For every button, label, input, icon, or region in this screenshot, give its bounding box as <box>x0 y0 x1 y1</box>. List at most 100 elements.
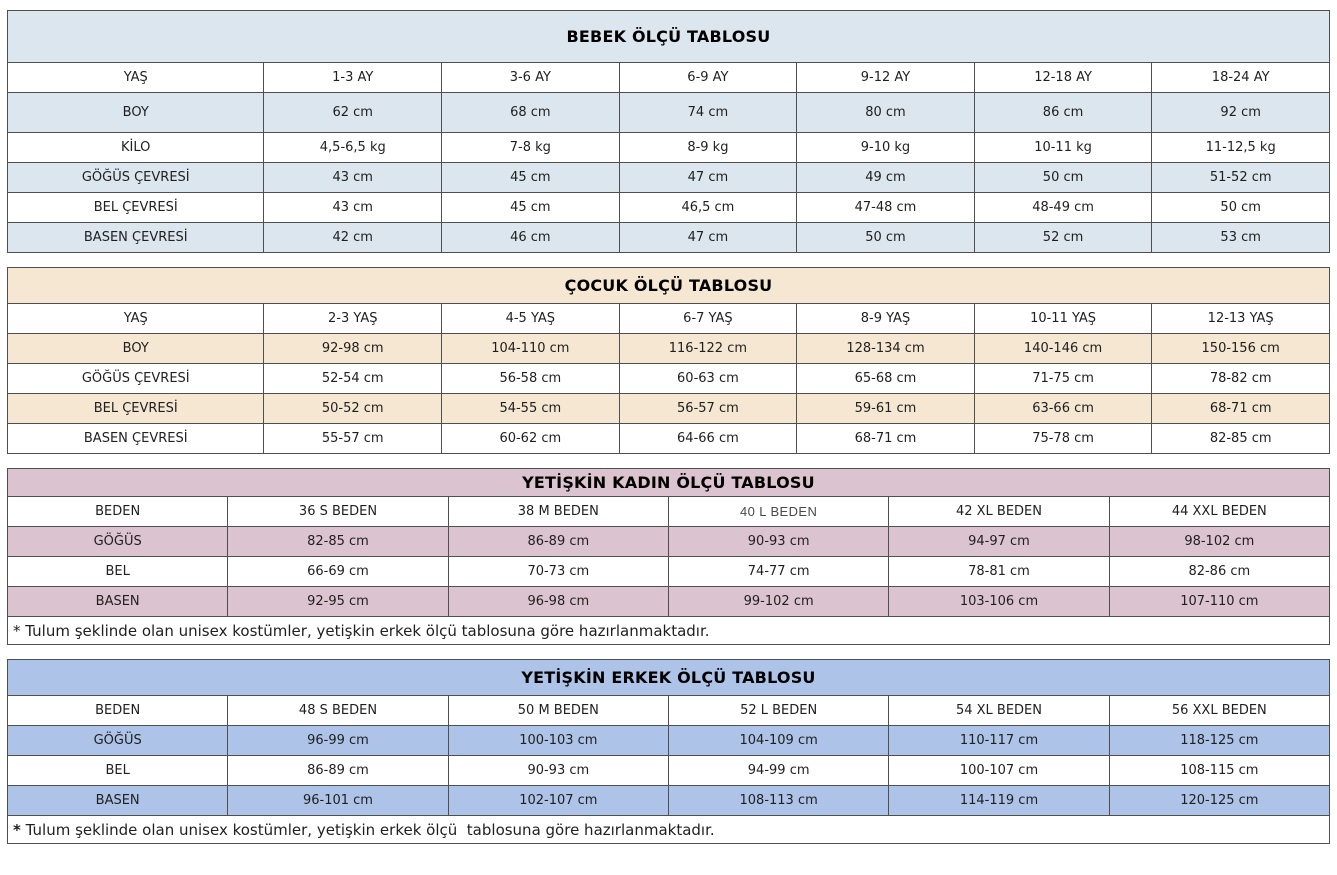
value-cell: 45 cm <box>441 162 620 193</box>
value-cell: 118-125 cm <box>1108 725 1331 756</box>
table-row: YAŞ 1-3 AY 3-6 AY 6-9 AY 9-12 AY 12-18 AY 18-2… <box>6 62 1330 93</box>
row-label-cell: BEL <box>6 755 229 786</box>
value-cell: 68-71 cm <box>1151 393 1330 424</box>
value-cell: 71-75 cm <box>973 363 1153 394</box>
row-label-cell: BOY <box>6 92 265 133</box>
value-cell: 104-110 cm <box>441 333 620 364</box>
value-cell: 108-113 cm <box>667 785 890 816</box>
value-cell: 110-117 cm <box>888 725 1110 756</box>
value-cell: 54 XL BEDEN <box>888 695 1110 726</box>
value-cell: 120-125 cm <box>1108 785 1331 816</box>
table-row: GÖĞÜS 82-85 cm 86-89 cm 90-93 cm 94-97 cm 98-… <box>6 526 1331 557</box>
value-cell: 108-115 cm <box>1108 755 1331 786</box>
row-label-cell: YAŞ <box>6 303 265 334</box>
value-cell: 116-122 cm <box>618 333 798 364</box>
row-label-cell: BASEN <box>6 785 229 816</box>
value-cell: 80 cm <box>796 92 975 133</box>
table-row: BASEN 92-95 cm 96-98 cm 99-102 cm 103-106 cm… <box>6 586 1331 617</box>
value-cell: 96-98 cm <box>447 586 669 617</box>
value-cell: 63-66 cm <box>973 393 1153 424</box>
value-cell: 50 cm <box>1151 192 1330 223</box>
value-cell: 90-93 cm <box>447 755 669 786</box>
value-cell: 62 cm <box>263 92 443 133</box>
footnote-text: Tulum şeklinde olan unisex kostümler, ye… <box>25 820 715 839</box>
footnote: * Tulum şeklinde olan unisex kostümler, … <box>7 815 1330 844</box>
table-title-row: ÇOCUK ÖLÇÜ TABLOSU <box>7 267 1330 304</box>
table-title: YETİŞKİN ERKEK ÖLÇÜ TABLOSU <box>7 659 1330 696</box>
footnote-marker: * <box>13 820 21 839</box>
value-cell: 92-95 cm <box>227 586 449 617</box>
value-cell: 60-63 cm <box>618 363 798 394</box>
value-cell: 47 cm <box>618 222 798 253</box>
value-cell: 50 cm <box>973 162 1153 193</box>
table-row: BOY 62 cm 68 cm 74 cm 80 cm 86 cm 92 cm <box>6 92 1330 133</box>
row-label-cell: BASEN ÇEVRESİ <box>6 423 265 454</box>
value-cell: 43 cm <box>263 162 443 193</box>
row-label-cell: BOY <box>6 333 265 364</box>
table-row: YAŞ 2-3 YAŞ 4-5 YAŞ 6-7 YAŞ 8-9 YAŞ 10-11 YAŞ… <box>6 303 1330 334</box>
value-cell: 2-3 YAŞ <box>263 303 443 334</box>
row-label-cell: BASEN ÇEVRESİ <box>6 222 265 253</box>
value-cell: 86-89 cm <box>227 755 449 786</box>
table-row: BEDEN 36 S BEDEN 38 M BEDEN 40 L BEDEN 42 XL… <box>6 496 1331 527</box>
value-cell: 38 M BEDEN <box>447 496 669 527</box>
value-cell: 56-57 cm <box>618 393 798 424</box>
value-cell: 107-110 cm <box>1108 586 1331 617</box>
row-label-cell: GÖĞÜS <box>6 725 229 756</box>
table-row: BEL 86-89 cm 90-93 cm 94-99 cm 100-107 cm 108… <box>6 755 1331 786</box>
bebek-table: BEBEK ÖLÇÜ TABLOSU YAŞ 1-3 AY 3-6 AY 6-9 AY… <box>6 10 1330 253</box>
value-cell: 10-11 YAŞ <box>973 303 1153 334</box>
row-label-cell: BASEN <box>6 586 229 617</box>
value-cell: 103-106 cm <box>888 586 1110 617</box>
table-row: BASEN ÇEVRESİ 55-57 cm 60-62 cm 64-66 cm 68-… <box>6 423 1330 454</box>
value-cell: 100-107 cm <box>888 755 1110 786</box>
row-label-cell: KİLO <box>6 132 265 163</box>
value-cell: 92-98 cm <box>263 333 443 364</box>
value-cell: 36 S BEDEN <box>227 496 449 527</box>
table-row: GÖĞÜS ÇEVRESİ 52-54 cm 56-58 cm 60-63 cm 65-… <box>6 363 1330 394</box>
value-cell: 82-86 cm <box>1108 556 1331 587</box>
value-cell: 49 cm <box>796 162 975 193</box>
value-cell: 64-66 cm <box>618 423 798 454</box>
value-cell: 60-62 cm <box>441 423 620 454</box>
value-cell: 94-97 cm <box>888 526 1110 557</box>
value-cell: 104-109 cm <box>667 725 890 756</box>
value-cell: 150-156 cm <box>1151 333 1330 364</box>
table-row: GÖĞÜS 96-99 cm 100-103 cm 104-109 cm 110-117… <box>6 725 1331 756</box>
value-cell: 8-9 kg <box>618 132 798 163</box>
value-cell: 9-10 kg <box>796 132 975 163</box>
value-cell: 50-52 cm <box>263 393 443 424</box>
value-cell: 52-54 cm <box>263 363 443 394</box>
value-cell: 74-77 cm <box>667 556 890 587</box>
footnote: * Tulum şeklinde olan unisex kostümler, … <box>7 616 1330 645</box>
value-cell: 52 L BEDEN <box>667 695 890 726</box>
value-cell: 42 XL BEDEN <box>888 496 1110 527</box>
value-cell: 50 M BEDEN <box>447 695 669 726</box>
table-title-row: BEBEK ÖLÇÜ TABLOSU <box>7 10 1330 63</box>
value-cell: 42 cm <box>263 222 443 253</box>
size-table-kadin: YETİŞKİN KADIN ÖLÇÜ TABLOSU BEDEN 36 S BE… <box>6 468 1331 645</box>
value-cell: 68-71 cm <box>796 423 975 454</box>
value-cell: 1-3 AY <box>263 62 443 93</box>
value-cell: 86 cm <box>973 92 1153 133</box>
value-cell: 59-61 cm <box>796 393 975 424</box>
value-cell: 90-93 cm <box>667 526 890 557</box>
table-row: BEL ÇEVRESİ 50-52 cm 54-55 cm 56-57 cm 59-61… <box>6 393 1330 424</box>
table-title-row: YETİŞKİN KADIN ÖLÇÜ TABLOSU <box>7 468 1330 497</box>
footnote-row: * Tulum şeklinde olan unisex kostümler, … <box>7 616 1330 645</box>
row-label-cell: GÖĞÜS ÇEVRESİ <box>6 363 265 394</box>
value-cell: 78-82 cm <box>1151 363 1330 394</box>
table-row: BOY 92-98 cm 104-110 cm 116-122 cm 128-134 c… <box>6 333 1330 364</box>
table-title: BEBEK ÖLÇÜ TABLOSU <box>7 10 1330 63</box>
value-cell: 54-55 cm <box>441 393 620 424</box>
value-cell: 4,5-6,5 kg <box>263 132 443 163</box>
value-cell: 99-102 cm <box>667 586 890 617</box>
value-cell: 6-7 YAŞ <box>618 303 798 334</box>
value-cell: 92 cm <box>1151 92 1330 133</box>
value-cell: 66-69 cm <box>227 556 449 587</box>
value-cell: 48 S BEDEN <box>227 695 449 726</box>
value-cell: 100-103 cm <box>447 725 669 756</box>
value-cell: 46 cm <box>441 222 620 253</box>
table-title: YETİŞKİN KADIN ÖLÇÜ TABLOSU <box>7 468 1330 497</box>
